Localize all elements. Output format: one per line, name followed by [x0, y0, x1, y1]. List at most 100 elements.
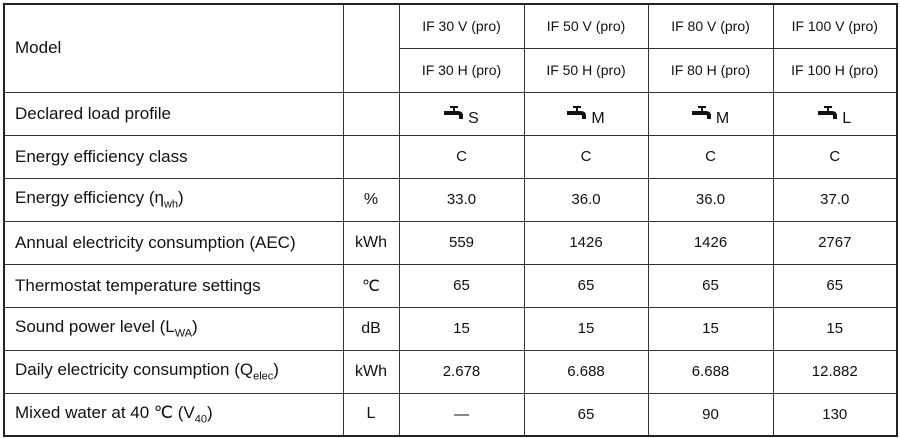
- header-row: Model IF 30 V (pro) IF 50 V (pro) IF 80 V (…: [3, 3, 898, 93]
- unit: kWh: [342, 349, 400, 394]
- value: 36.0: [571, 191, 601, 208]
- value: C: [580, 148, 592, 165]
- model-name: IF 100 H (pro): [772, 47, 898, 93]
- value: L: [842, 109, 852, 127]
- value-cell: M: [523, 91, 649, 136]
- tap-icon: [444, 105, 464, 119]
- label-text: Declared load profile: [15, 103, 171, 123]
- value-cell: 33.0: [398, 177, 525, 222]
- row-label: Mixed water at 40 ℃ (V40): [3, 392, 344, 437]
- value: C: [829, 148, 841, 165]
- unit-cell: [342, 91, 400, 136]
- value: 15: [453, 320, 470, 337]
- value: 33.0: [446, 191, 477, 208]
- label-text: Energy efficiency class: [15, 146, 188, 166]
- label-text: Thermostat temperature settings: [15, 275, 261, 295]
- model-name: IF 80 V (pro): [647, 3, 774, 49]
- value-cell: C: [523, 134, 649, 179]
- value: 65: [577, 405, 595, 423]
- data-row: Annual electricity consumption (AEC) kWh 5…: [3, 220, 898, 265]
- value: 15: [702, 320, 719, 337]
- value: 65: [826, 277, 844, 294]
- value-cell: L: [772, 91, 898, 136]
- value-cell: 12.882: [772, 349, 898, 394]
- model-name: IF 50 V (pro): [523, 3, 649, 49]
- label-subscript: wh: [163, 198, 179, 211]
- label-text: ): [273, 360, 279, 380]
- label-text: Sound power level (L: [15, 317, 175, 337]
- value-cell: 15: [523, 306, 649, 351]
- model-name: IF 80 H (pro): [647, 47, 774, 93]
- value: 2767: [818, 234, 852, 251]
- label-subscript: 40: [194, 413, 207, 426]
- value-cell: 65: [523, 263, 649, 308]
- row-label: Thermostat temperature settings: [3, 263, 344, 308]
- unit: kWh: [342, 220, 400, 265]
- spec-table: Model IF 30 V (pro) IF 50 V (pro) IF 80 V (…: [3, 3, 898, 437]
- unit: L: [342, 392, 400, 437]
- data-row: Energy efficiency class C C C C: [3, 134, 898, 179]
- label-text: ): [192, 317, 198, 337]
- label-text: Daily electricity consumption (Q: [15, 360, 254, 380]
- value: C: [705, 148, 716, 165]
- label-text: ): [178, 188, 184, 208]
- value-cell: 2767: [772, 220, 898, 265]
- header-row: IF 30 H (pro) IF 50 H (pro) IF 80 H (pro) I…: [4, 47, 898, 93]
- row-label: Daily electricity consumption (Qelec): [3, 349, 344, 394]
- value-cell: 15: [398, 306, 525, 351]
- value-cell: 1426: [523, 220, 649, 265]
- tap-icon: [691, 105, 711, 119]
- value-cell: S: [398, 91, 525, 136]
- label-text: Energy efficiency (η: [15, 188, 164, 208]
- model-name: IF 30 H (pro): [398, 47, 525, 93]
- row-label: Annual electricity consumption (AEC): [3, 220, 344, 265]
- value: 1426: [693, 234, 728, 251]
- value: 559: [448, 234, 475, 251]
- unit: %: [342, 177, 400, 222]
- value: M: [715, 109, 730, 127]
- unit: dB: [342, 306, 400, 351]
- value: 2.678: [442, 363, 481, 380]
- value-cell: 65: [647, 263, 774, 308]
- value-cell: M: [647, 91, 774, 136]
- value: 130: [822, 405, 848, 423]
- value: 6.688: [691, 363, 730, 380]
- value: S: [468, 109, 479, 127]
- value: M: [591, 109, 605, 127]
- value-cell: 1426: [647, 220, 774, 265]
- value-cell: 6.688: [647, 349, 774, 394]
- value-cell: 36.0: [647, 177, 774, 222]
- label-subscript: elec: [253, 370, 274, 383]
- value-cell: —: [398, 392, 525, 437]
- value: 15: [826, 320, 844, 337]
- value-cell: 130: [772, 392, 898, 437]
- data-row: Energy efficiency (ηwh)% 33.0 36.0 36.0 37.0: [3, 177, 898, 222]
- value: 65: [702, 277, 719, 294]
- table-body: Model IF 30 V (pro) IF 50 V (pro) IF 80 V (…: [3, 3, 898, 437]
- label-text: Mixed water at 40 ℃ (V: [15, 403, 195, 423]
- value-cell: 15: [772, 306, 898, 351]
- label-text: ): [206, 403, 213, 423]
- value: 65: [453, 277, 470, 294]
- value-cell: 6.688: [523, 349, 649, 394]
- label-text: Annual electricity consumption (AEC): [15, 232, 296, 252]
- value: C: [456, 148, 467, 165]
- row-label: Energy efficiency (ηwh): [3, 177, 344, 222]
- value: —: [454, 405, 469, 423]
- unit-cell: [342, 134, 400, 179]
- data-row: Daily electricity consumption (Qelec) kWh…: [3, 349, 898, 394]
- unit-cell: [342, 3, 400, 93]
- label-subscript: WA: [174, 327, 193, 340]
- value: 65: [577, 277, 595, 294]
- model-name: IF 30 V (pro): [398, 3, 525, 49]
- value: 90: [702, 405, 719, 423]
- unit: ℃: [342, 263, 400, 308]
- row-label: Sound power level (LWA): [3, 306, 344, 351]
- header-label: Model: [3, 3, 344, 93]
- data-row: Thermostat temperature settings ℃ 65 65 65 65: [3, 263, 898, 308]
- value: 37.0: [820, 191, 850, 208]
- value: 15: [577, 320, 595, 337]
- model-name: IF 100 V (pro): [772, 3, 898, 49]
- value-cell: 559: [398, 220, 525, 265]
- value-cell: 90: [647, 392, 774, 437]
